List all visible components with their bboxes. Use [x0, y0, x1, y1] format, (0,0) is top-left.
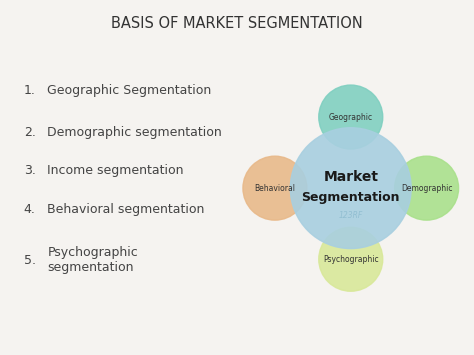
Text: 3.: 3. [24, 164, 36, 178]
Text: 123RF: 123RF [338, 211, 363, 220]
Text: 1.: 1. [24, 84, 36, 97]
Text: Geographic: Geographic [328, 113, 373, 121]
Text: BASIS OF MARKET SEGMENTATION: BASIS OF MARKET SEGMENTATION [111, 16, 363, 31]
Text: Geographic Segmentation: Geographic Segmentation [47, 84, 212, 97]
Circle shape [394, 156, 459, 220]
Text: 2.: 2. [24, 126, 36, 138]
Circle shape [319, 85, 383, 149]
Text: Psychographic: Psychographic [323, 255, 379, 264]
Circle shape [319, 227, 383, 291]
Circle shape [243, 156, 307, 220]
Text: Income segmentation: Income segmentation [47, 164, 184, 178]
Text: Segmentation: Segmentation [301, 191, 400, 204]
Text: Demographic segmentation: Demographic segmentation [47, 126, 222, 138]
Text: 5.: 5. [24, 254, 36, 267]
Text: Market: Market [323, 170, 378, 185]
Text: Demographic: Demographic [401, 184, 452, 193]
Text: Behavioral segmentation: Behavioral segmentation [47, 203, 205, 216]
Text: Psychographic
segmentation: Psychographic segmentation [47, 246, 138, 274]
Text: Behavioral: Behavioral [255, 184, 295, 193]
Text: 4.: 4. [24, 203, 36, 216]
Circle shape [290, 128, 411, 248]
